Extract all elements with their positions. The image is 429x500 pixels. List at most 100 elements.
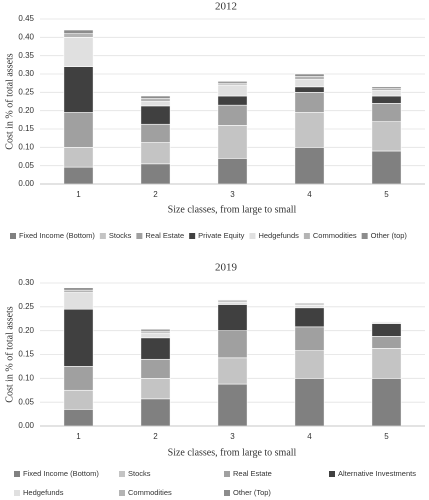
legend-swatch [136,233,143,239]
legend-label: Real Estate [233,469,272,478]
bar-segment [140,337,171,360]
legend-label: Stocks [128,469,151,478]
bar-segment [140,98,171,102]
bar-segment [371,348,402,379]
bar-segment [63,366,94,391]
bar-segment [371,86,402,89]
bar-segment [217,104,248,126]
bar-segment [140,95,171,99]
bar-segment [140,328,171,332]
y-tick-label: 0.10 [18,142,34,151]
bar-segment [294,92,325,113]
bar-segment [294,307,325,328]
chart-title: 2012 [215,1,237,13]
y-tick-label: 0.35 [18,51,34,60]
legend-label: Fixed Income (Bottom) [19,231,95,240]
legend-swatch [224,490,230,496]
bar-segment [294,326,325,351]
bar-segment [63,66,94,113]
x-tick-label: 4 [307,190,312,199]
bar-segment [371,103,402,122]
bar-segment [140,101,171,107]
y-tick-label: 0.30 [18,278,34,287]
bar-segment [371,150,402,185]
legend-swatch [224,471,230,477]
bar-segment [294,79,325,88]
bar-segment [63,37,94,67]
bar-segment [217,84,248,97]
bar-segment [140,123,171,143]
y-tick-label: 0.00 [18,421,34,430]
y-axis-title: Cost in % of total assets [4,53,15,149]
bar-segment [63,287,94,291]
y-tick-label: 0.00 [18,179,34,188]
bar-segment [217,304,248,331]
bar-segment [140,142,171,165]
bar-segment [371,121,402,152]
x-tick-label: 3 [230,432,235,441]
legend-swatch [14,490,20,496]
bar-segment [294,350,325,379]
legend-swatch [189,233,196,239]
bar-segment [217,158,248,185]
legend-swatch [119,490,125,496]
bar-segment [371,323,402,337]
bar-segment [371,95,402,104]
y-tick-label: 0.15 [18,124,34,133]
bar-segment [294,73,325,77]
legend-label: Real Estate [145,231,184,240]
x-axis-title: Size classes, from large to small [168,447,297,458]
bar-segment [294,305,325,309]
legend-swatch [303,233,310,239]
bar-segment [63,308,94,367]
y-tick-label: 0.45 [18,14,34,23]
legend-swatch [329,471,335,477]
legend-label: Commodities [128,488,172,497]
bar-segment [140,398,171,427]
y-tick-label: 0.05 [18,161,34,170]
bar-segment [294,302,325,305]
bar-segment [63,292,94,310]
bar-segment [217,383,248,427]
bar-segment [371,336,402,349]
bar-segment [217,330,248,359]
x-axis-title: Size classes, from large to small [168,204,297,215]
y-tick-label: 0.15 [18,350,34,359]
bar-segment [294,76,325,80]
bar-segment [371,378,402,427]
bar-segment [140,332,171,339]
bar-segment [63,147,94,168]
x-tick-label: 5 [384,432,389,441]
x-tick-label: 4 [307,432,312,441]
bar-segment [140,163,171,185]
y-tick-label: 0.10 [18,373,34,382]
y-tick-label: 0.25 [18,302,34,311]
bar-segment [294,112,325,148]
x-tick-label: 5 [384,190,389,199]
x-tick-label: 2 [153,190,158,199]
bar-segment [217,299,248,301]
legend-swatch [10,233,16,239]
bar-segment [294,378,325,427]
bar-segment [217,125,248,159]
x-tick-label: 1 [76,432,81,441]
legend-label: Other (top) [371,231,408,240]
legend-swatch [99,233,106,239]
legend-label: Private Equity [198,231,245,240]
bar-segment [63,409,94,427]
legend-label: Fixed Income (Bottom) [23,469,99,478]
bar-segment [371,90,402,97]
legend-label: Commodities [313,231,357,240]
legend-swatch [361,233,368,239]
bar-segment [140,358,171,379]
bar-segment [217,81,248,84]
y-tick-label: 0.20 [18,106,34,115]
bar-segment [140,378,171,400]
legend-label: Hedgefunds [258,231,299,240]
legend-label: Stocks [109,231,132,240]
legend-label: Alternative Investments [338,469,416,478]
bar-segment [63,112,94,148]
bar-segment [63,33,94,38]
bar-segment [217,357,248,385]
